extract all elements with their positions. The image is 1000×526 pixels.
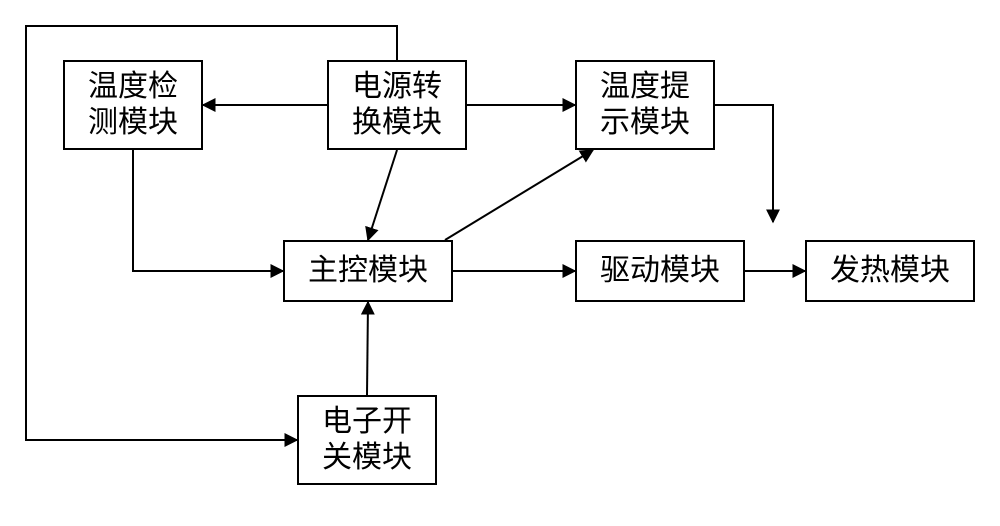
node-label: 驱动模块 [581,253,739,289]
node-label: 发热模块 [811,253,969,289]
node-power-conv: 电源转 换模块 [327,60,467,150]
node-label: 电子开 关模块 [303,404,431,476]
node-drive: 驱动模块 [575,240,745,302]
node-heat: 发热模块 [805,240,975,302]
node-switch: 电子开 关模块 [297,395,437,485]
node-temp-detect: 温度检 测模块 [63,60,203,150]
node-label: 电源转 换模块 [333,69,461,141]
node-temp-prompt: 温度提 示模块 [575,60,715,150]
node-label: 主控模块 [289,253,447,289]
node-label: 温度检 测模块 [69,69,197,141]
node-main-ctrl: 主控模块 [283,240,453,302]
node-label: 温度提 示模块 [581,69,709,141]
